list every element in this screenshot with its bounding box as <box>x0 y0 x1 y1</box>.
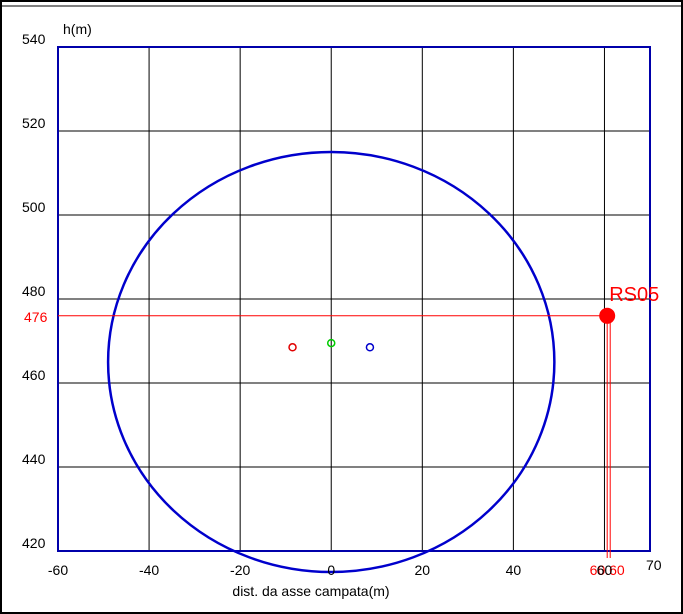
point-y-value-label: 476 <box>24 309 48 325</box>
x-tick-label: 0 <box>327 562 335 578</box>
y-tick-label: 440 <box>22 451 46 467</box>
x-tick-label: 60 <box>597 562 613 578</box>
x-tick-label: 20 <box>415 562 431 578</box>
rs05-point <box>599 307 616 324</box>
x-tick-label: 70 <box>646 557 662 573</box>
y-tick-label: 460 <box>22 367 46 383</box>
y-axis-label: h(m) <box>63 21 92 37</box>
grid-layer <box>57 46 651 552</box>
plot-area-border <box>57 46 651 552</box>
y-tick-label: 420 <box>22 535 46 551</box>
x-tick-label: -20 <box>230 562 250 578</box>
rs05-label: RS05 <box>609 284 659 306</box>
x-tick-label: -40 <box>139 562 159 578</box>
conductor-marker <box>288 343 297 352</box>
conductor-marker <box>326 338 336 348</box>
x-tick-label: 40 <box>506 562 522 578</box>
plot-layer: RS05 476 60.60 <box>24 150 659 578</box>
x-tick-label: -60 <box>48 562 68 578</box>
y-tick-label: 520 <box>22 115 46 131</box>
tick-layer: -60 -40 -20 0 20 40 60 70 420 440 460 480 500 520 540 <box>22 31 662 578</box>
point-x-value-label: 60.60 <box>590 562 625 578</box>
conductor-marker <box>365 343 375 352</box>
x-axis-label: dist. da asse campata(m) <box>232 583 389 599</box>
y-tick-label: 480 <box>22 283 46 299</box>
y-tick-label: 540 <box>22 31 46 47</box>
clearance-circle <box>106 150 556 574</box>
y-tick-label: 500 <box>22 199 46 215</box>
